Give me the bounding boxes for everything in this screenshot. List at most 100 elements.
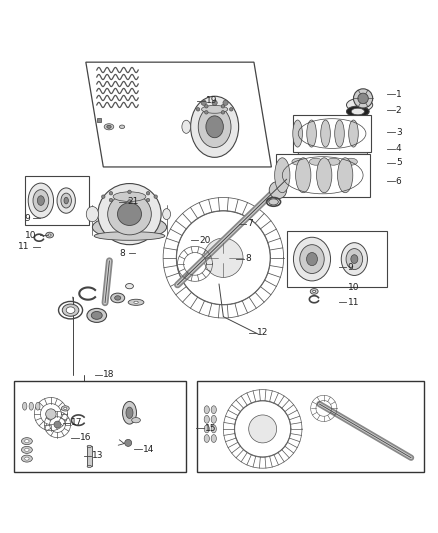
Ellipse shape: [204, 425, 209, 433]
Text: 3: 3: [396, 127, 402, 136]
Ellipse shape: [346, 99, 373, 111]
Ellipse shape: [341, 243, 367, 276]
Ellipse shape: [94, 231, 165, 240]
Circle shape: [154, 195, 157, 198]
Ellipse shape: [349, 120, 358, 147]
Ellipse shape: [107, 125, 111, 128]
Ellipse shape: [309, 158, 322, 165]
Ellipse shape: [346, 248, 363, 270]
Ellipse shape: [62, 304, 79, 316]
Ellipse shape: [335, 120, 344, 147]
Circle shape: [109, 191, 113, 195]
Ellipse shape: [21, 438, 32, 445]
Ellipse shape: [204, 434, 209, 442]
Text: 10: 10: [25, 231, 37, 239]
Ellipse shape: [128, 299, 144, 305]
Ellipse shape: [269, 199, 279, 205]
Circle shape: [109, 198, 113, 202]
Ellipse shape: [64, 197, 68, 204]
Ellipse shape: [87, 465, 92, 467]
Text: 17: 17: [71, 418, 83, 427]
Ellipse shape: [351, 255, 358, 263]
Text: 14: 14: [143, 445, 155, 454]
Text: 9: 9: [348, 263, 353, 272]
Bar: [298, 152, 367, 157]
Circle shape: [221, 104, 225, 108]
Text: 16: 16: [80, 433, 92, 442]
Ellipse shape: [64, 407, 67, 409]
Circle shape: [196, 108, 200, 111]
Circle shape: [212, 100, 217, 106]
Ellipse shape: [104, 124, 114, 130]
Text: 20: 20: [199, 236, 211, 245]
Ellipse shape: [317, 158, 332, 193]
Bar: [25, 176, 89, 225]
Ellipse shape: [33, 190, 49, 212]
Ellipse shape: [126, 284, 134, 289]
Circle shape: [125, 439, 132, 446]
Ellipse shape: [249, 415, 277, 443]
Ellipse shape: [66, 307, 75, 313]
Ellipse shape: [28, 183, 53, 218]
Ellipse shape: [115, 296, 121, 300]
Text: 6: 6: [396, 177, 402, 186]
Ellipse shape: [25, 457, 29, 460]
Text: 19: 19: [206, 96, 217, 105]
Text: 15: 15: [205, 424, 216, 433]
Ellipse shape: [296, 158, 311, 193]
Circle shape: [46, 409, 56, 419]
Ellipse shape: [177, 211, 270, 304]
Ellipse shape: [204, 415, 209, 423]
Text: 12: 12: [258, 328, 269, 337]
Bar: [287, 231, 387, 287]
Text: 2: 2: [396, 106, 402, 115]
Ellipse shape: [21, 446, 32, 454]
Bar: [87, 446, 92, 466]
Ellipse shape: [211, 434, 216, 442]
Ellipse shape: [87, 309, 106, 322]
Ellipse shape: [162, 208, 170, 220]
Circle shape: [221, 111, 225, 114]
Ellipse shape: [191, 96, 239, 157]
Ellipse shape: [346, 106, 369, 117]
Circle shape: [102, 195, 105, 198]
Ellipse shape: [123, 401, 137, 424]
Text: 5: 5: [396, 158, 402, 167]
Ellipse shape: [25, 440, 29, 443]
Ellipse shape: [132, 417, 141, 423]
Ellipse shape: [21, 455, 32, 462]
Circle shape: [205, 104, 208, 108]
Polygon shape: [86, 62, 272, 167]
Ellipse shape: [351, 108, 364, 115]
Ellipse shape: [307, 253, 318, 265]
Ellipse shape: [211, 425, 216, 433]
Ellipse shape: [292, 158, 305, 165]
Ellipse shape: [293, 237, 331, 281]
Ellipse shape: [307, 120, 316, 147]
Ellipse shape: [134, 301, 138, 303]
Ellipse shape: [35, 402, 40, 410]
Bar: [293, 115, 371, 152]
Ellipse shape: [37, 196, 44, 205]
Ellipse shape: [48, 234, 51, 236]
Ellipse shape: [201, 106, 228, 113]
Ellipse shape: [313, 290, 316, 293]
Bar: [197, 381, 424, 472]
Ellipse shape: [126, 407, 133, 418]
Circle shape: [230, 108, 233, 111]
Ellipse shape: [25, 448, 29, 451]
Ellipse shape: [300, 245, 324, 273]
Bar: [14, 381, 186, 472]
Text: 8: 8: [120, 249, 125, 258]
Circle shape: [205, 111, 208, 114]
Ellipse shape: [61, 193, 71, 208]
Bar: [276, 154, 370, 197]
Ellipse shape: [211, 406, 216, 414]
Text: 10: 10: [348, 283, 359, 292]
Ellipse shape: [117, 203, 141, 225]
Ellipse shape: [204, 238, 243, 277]
Ellipse shape: [22, 402, 27, 410]
Ellipse shape: [275, 158, 290, 193]
Ellipse shape: [92, 215, 166, 239]
Text: 4: 4: [396, 144, 402, 153]
